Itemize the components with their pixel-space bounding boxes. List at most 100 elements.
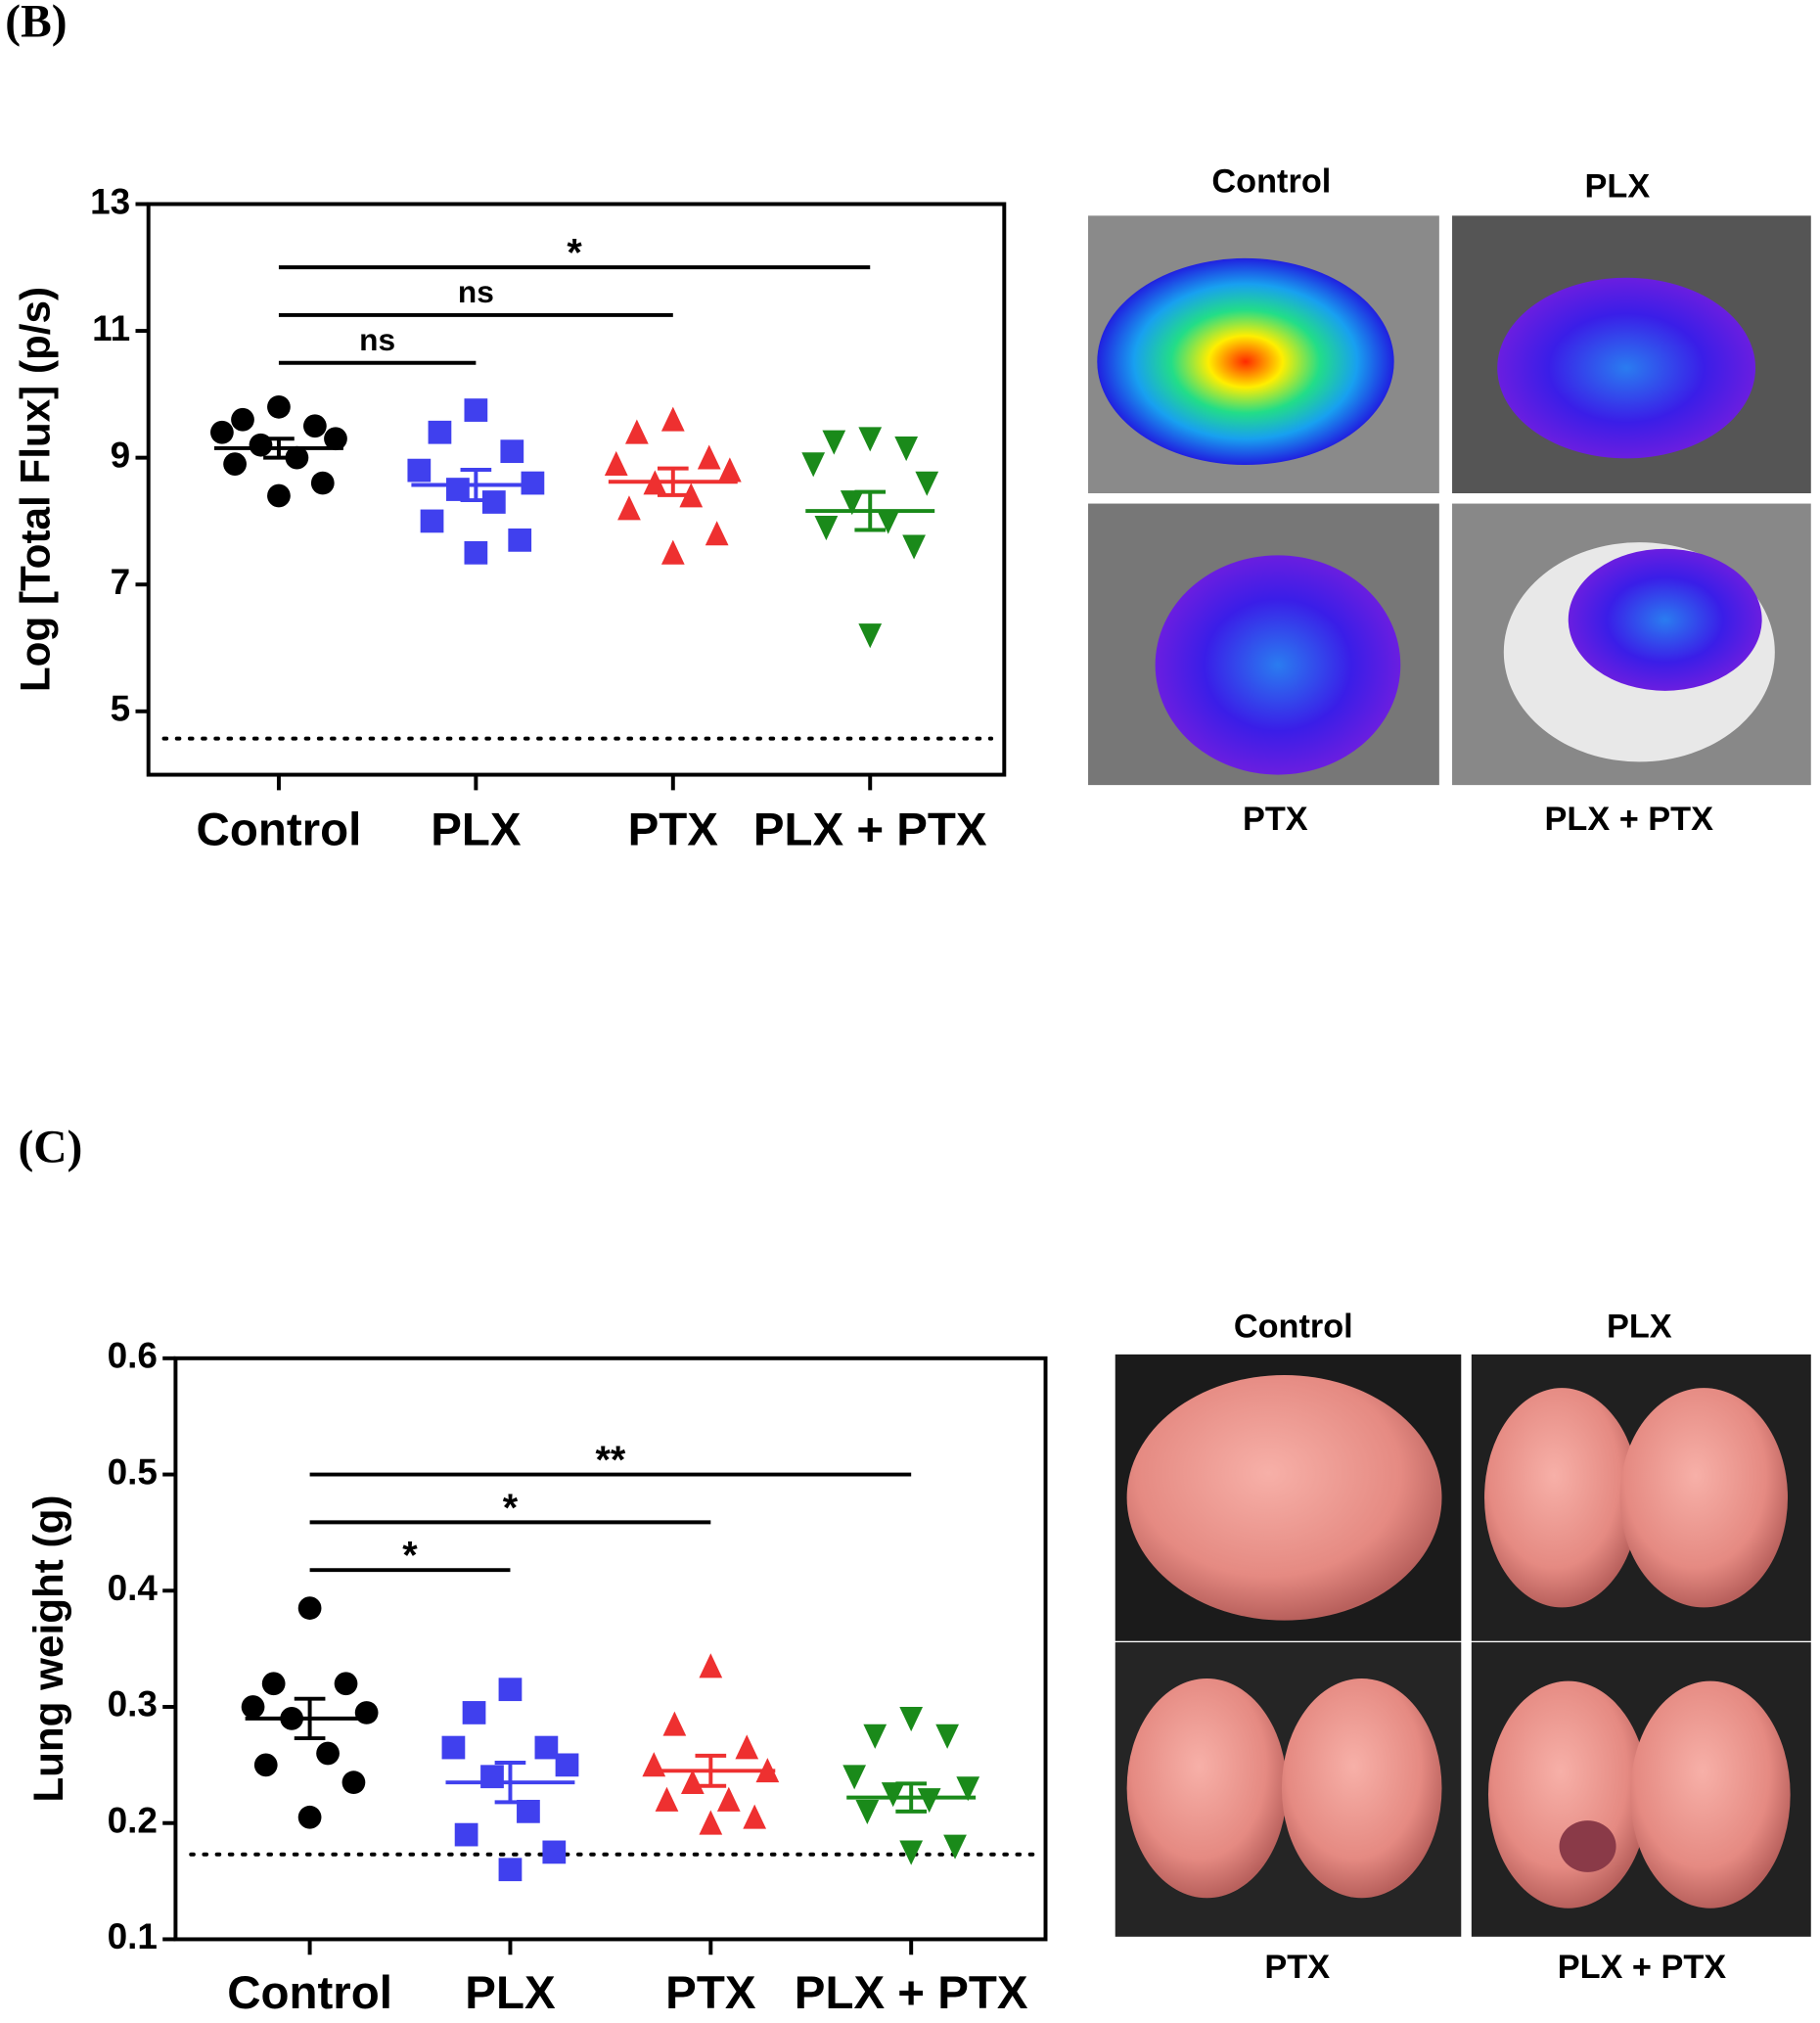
data-point [899, 1707, 924, 1732]
data-point [534, 1735, 559, 1760]
image-label: Control [1211, 162, 1331, 200]
data-point [902, 534, 926, 560]
data-point [735, 1734, 759, 1760]
data-point [210, 420, 234, 444]
data-point [517, 1799, 540, 1823]
error-bar [695, 1753, 727, 1788]
data-point [814, 516, 839, 541]
data-point [876, 509, 900, 534]
image-label: PLX [1607, 1309, 1672, 1346]
image-label: PLX + PTX [1545, 801, 1714, 838]
data-point [253, 1753, 278, 1777]
x-tick-label: PTX [665, 1967, 756, 2018]
lung [1619, 1388, 1789, 1608]
data-point [915, 471, 939, 496]
x-tick-label: PLX [431, 804, 522, 855]
data-point [354, 1701, 379, 1724]
y-axis-label: Lung weight (g) [25, 1495, 71, 1803]
error-bar [657, 466, 689, 497]
x-tick-label: Control [197, 804, 362, 855]
data-point [662, 1711, 687, 1736]
data-point [420, 509, 444, 533]
data-point [341, 1770, 366, 1795]
data-point [303, 414, 327, 438]
x-tick-label: PTX [628, 804, 719, 855]
lung [1281, 1678, 1442, 1899]
y-tick-label: 0.3 [108, 1684, 158, 1724]
data-point [480, 1765, 504, 1789]
data-point [481, 490, 506, 514]
data-point [842, 1765, 867, 1790]
error-bar [854, 489, 887, 532]
x-tick-label: PLX + PTX [795, 1967, 1028, 2018]
data-point [655, 1786, 679, 1812]
data-point [660, 406, 685, 432]
data-point [231, 407, 254, 432]
data-point [285, 445, 309, 470]
plot-frame [173, 1356, 1048, 1942]
data-point [705, 521, 729, 546]
data-point [604, 450, 628, 477]
y-tick-label: 5 [111, 689, 131, 729]
data-point [407, 458, 432, 483]
data-point [743, 1804, 767, 1829]
data-point [894, 437, 919, 462]
data-point [956, 1776, 980, 1802]
data-point [624, 419, 649, 444]
error-bar [895, 1781, 928, 1814]
data-point [223, 452, 247, 477]
lung [1487, 1680, 1649, 1908]
lesion [1559, 1820, 1616, 1872]
data-point [324, 427, 347, 451]
data-point [716, 1786, 741, 1812]
y-tick-label: 0.4 [108, 1568, 159, 1608]
data-point [943, 1834, 967, 1860]
y-tick-label: 0.5 [108, 1451, 158, 1492]
y-axis-label: Log [Total Flux] (p/s) [13, 287, 59, 692]
data-point [241, 1695, 265, 1719]
y-tick-label: 13 [90, 181, 130, 221]
data-point [679, 483, 704, 508]
y-tick-label: 0.6 [108, 1336, 158, 1376]
image-label: PLX [1585, 168, 1651, 206]
panel-label: (C) [18, 1123, 82, 1173]
data-point [699, 1653, 723, 1678]
data-point [464, 540, 488, 565]
y-tick-label: 11 [92, 308, 130, 348]
signal [1155, 555, 1401, 775]
data-point [840, 490, 864, 516]
data-point [858, 427, 883, 452]
data-point [498, 1858, 523, 1882]
data-point [334, 1672, 358, 1696]
data-point [680, 1769, 705, 1795]
lung [1126, 1678, 1288, 1899]
x-tick-label: PLX [465, 1967, 556, 2018]
data-point [267, 394, 291, 419]
data-point [498, 1678, 523, 1702]
lung-photos: Control PLX PTX PLX + PTX [1115, 1309, 1811, 1986]
lung [1630, 1680, 1791, 1908]
significance-label: ** [595, 1439, 625, 1482]
data-point [446, 478, 470, 501]
error-bar [494, 1761, 526, 1805]
data-point [441, 1735, 466, 1760]
data-point [917, 1788, 941, 1814]
data-point [297, 1805, 322, 1829]
data-point [310, 471, 335, 495]
data-point [899, 1840, 924, 1865]
error-bar [460, 467, 492, 503]
error-bar [263, 437, 295, 460]
signal [1097, 257, 1394, 465]
signal [1568, 548, 1762, 691]
data-point [508, 528, 532, 552]
data-point [699, 1810, 723, 1835]
y-tick-label: 0.2 [108, 1800, 158, 1840]
y-tick-label: 0.1 [108, 1916, 158, 1956]
data-point [717, 457, 742, 483]
error-bar [294, 1696, 326, 1741]
panel-label: (B) [5, 0, 67, 47]
bioluminescence-images: Control PLX PTX PLX + PTX [1088, 162, 1811, 838]
significance-label: * [567, 232, 582, 275]
lung [1484, 1388, 1640, 1608]
